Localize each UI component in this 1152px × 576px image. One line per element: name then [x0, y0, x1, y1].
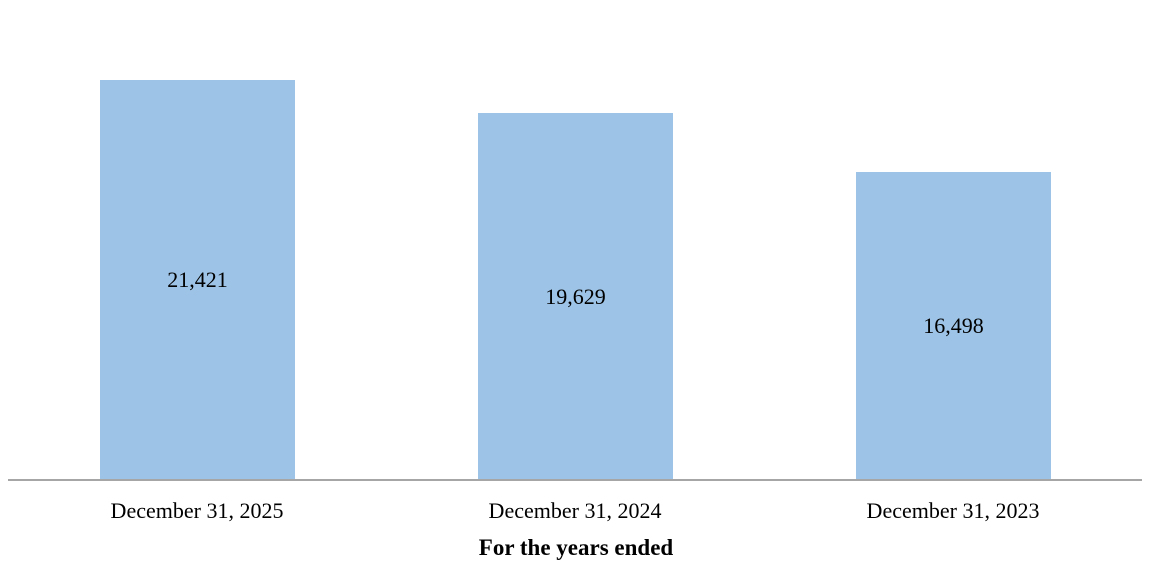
bar-value-label: 21,421	[167, 267, 228, 292]
bar-1: 21,421	[100, 80, 295, 480]
x-tick-label: December 31, 2024	[488, 498, 662, 523]
bar-3: 16,498	[856, 172, 1051, 480]
x-axis-title: For the years ended	[478, 535, 674, 560]
bar-2: 19,629	[478, 113, 673, 480]
x-axis-tick-labels: December 31, 2025 December 31, 2024 Decemb…	[0, 498, 1152, 526]
bar-value-label: 19,629	[545, 283, 606, 309]
bar-value-label: 16,498	[923, 313, 984, 338]
x-axis-line	[8, 479, 1142, 481]
x-tick-label: December 31, 2025	[110, 498, 284, 523]
x-tick-label: December 31, 2023	[866, 498, 1040, 523]
